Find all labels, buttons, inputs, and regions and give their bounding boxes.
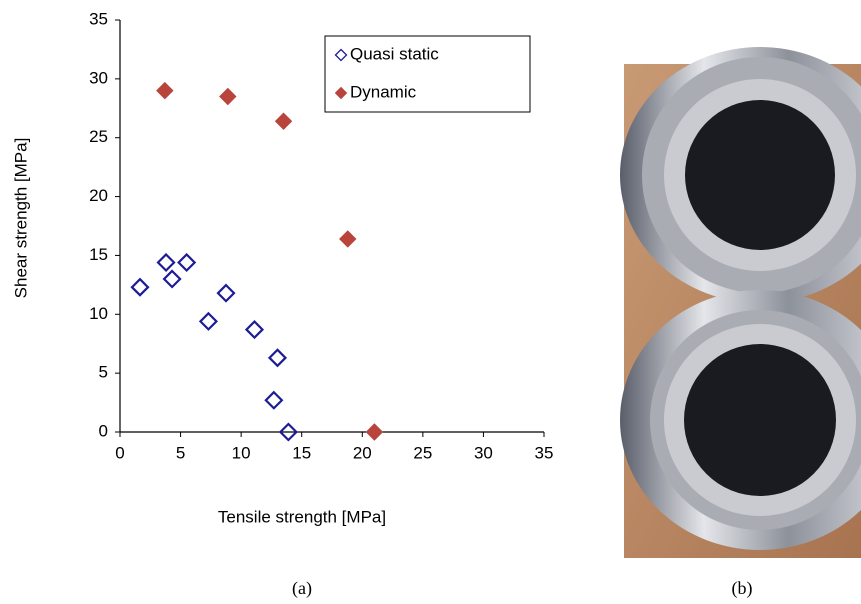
data-point: [219, 87, 237, 106]
data-point: [216, 283, 236, 303]
legend-box: [324, 35, 531, 113]
y-tick-label: 30: [89, 68, 108, 87]
y-tick-label: 35: [89, 9, 108, 28]
data-point: [264, 390, 284, 410]
caption: (a): [292, 578, 312, 599]
x-tick-label: 15: [292, 443, 311, 462]
x-tick-label: 20: [353, 443, 372, 462]
data-point: [244, 320, 265, 340]
y-tick-label: 5: [99, 363, 108, 382]
data-point: [278, 422, 298, 442]
legend-marker: [334, 48, 348, 62]
data-point: [156, 81, 174, 100]
x-tick-label: 10: [232, 443, 251, 462]
data-point: [177, 252, 197, 273]
data-point: [130, 277, 150, 297]
data-point: [198, 311, 218, 331]
y-tick-label: 10: [89, 304, 108, 323]
y-axis-label: Shear strength [MPa]: [11, 138, 30, 299]
x-tick-label: 0: [115, 443, 124, 462]
y-tick-label: 25: [89, 127, 108, 146]
data-point: [267, 348, 288, 368]
x-tick-label: 30: [474, 443, 493, 462]
data-point: [162, 269, 182, 289]
y-tick-label: 20: [89, 186, 108, 205]
x-axis-label: Tensile strength [MPa]: [218, 507, 386, 526]
legend-label: Dynamic: [350, 82, 417, 101]
photo: [620, 47, 861, 558]
x-tick-label: 5: [176, 443, 185, 462]
legend-marker: [334, 86, 348, 100]
caption: (b): [732, 578, 753, 599]
y-tick-label: 0: [99, 421, 108, 440]
data-point: [156, 252, 176, 273]
legend-label: Quasi static: [350, 44, 439, 63]
data-point: [339, 230, 357, 248]
x-tick-label: 35: [535, 443, 554, 462]
data-point: [365, 423, 384, 441]
x-tick-label: 25: [413, 443, 432, 462]
data-point: [274, 112, 293, 130]
y-tick-label: 15: [89, 245, 108, 264]
